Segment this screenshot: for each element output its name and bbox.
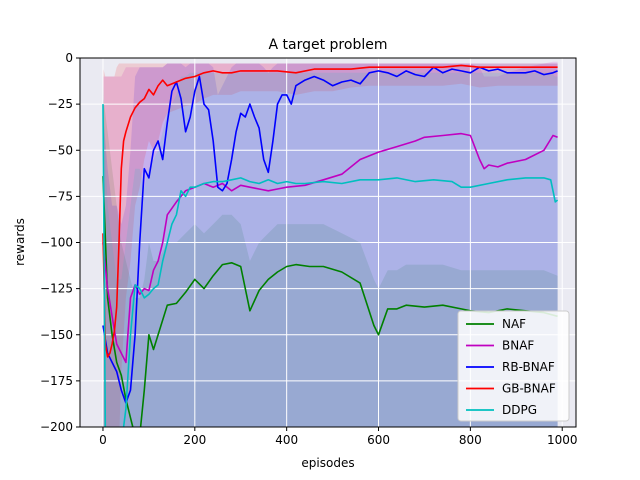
x-axis-label: episodes <box>301 456 354 470</box>
y-axis-label: rewards <box>13 218 27 266</box>
y-tick-label: −125 <box>40 282 73 296</box>
series-line-ddpg <box>102 104 559 427</box>
legend: NAF BNAF RB-BNAF GB-BNAF DDPG <box>457 310 570 422</box>
x-tick-label: 200 <box>183 433 206 447</box>
y-tick-label: −100 <box>40 236 73 250</box>
legend-box <box>457 310 570 422</box>
band-ddpg <box>103 67 558 427</box>
y-tick-label: −175 <box>40 374 73 388</box>
y-tick-label: −75 <box>48 189 73 203</box>
x-tick-label: 0 <box>99 433 107 447</box>
band-gb-bnaf <box>103 63 558 427</box>
legend-label-bnaf: BNAF <box>502 339 534 353</box>
y-tick-label: −25 <box>48 97 73 111</box>
x-tick-label: 400 <box>275 433 298 447</box>
series-lines <box>102 64 559 427</box>
y-tick-label: −50 <box>48 143 73 157</box>
x-tick-label: 800 <box>459 433 482 447</box>
legend-label-ddpg: DDPG <box>502 403 537 417</box>
y-tick-label: −150 <box>40 328 73 342</box>
legend-label-gb-bnaf: GB-BNAF <box>502 382 556 396</box>
band-rb-bnaf <box>103 63 558 427</box>
y-axis-ticks: 0 −25 −50 −75 −100 −125 −150 −175 −200 <box>40 51 80 434</box>
band-bnaf <box>103 61 558 427</box>
x-tick-label: 1000 <box>547 433 578 447</box>
y-tick-label: 0 <box>65 51 73 65</box>
series-line-naf <box>102 176 558 427</box>
y-tick-label: −200 <box>40 420 73 434</box>
series-line-rb-bnaf <box>102 66 558 404</box>
x-tick-label: 600 <box>367 433 390 447</box>
series-line-gb-bnaf <box>102 64 558 358</box>
chart-title: A target problem <box>269 37 388 53</box>
legend-label-rb-bnaf: RB-BNAF <box>502 360 555 374</box>
band-naf <box>103 94 558 427</box>
confidence-bands <box>103 61 558 427</box>
legend-label-naf: NAF <box>502 317 526 331</box>
series-line-bnaf <box>102 132 558 364</box>
x-axis-ticks: 0 200 400 600 800 1000 <box>99 427 577 447</box>
